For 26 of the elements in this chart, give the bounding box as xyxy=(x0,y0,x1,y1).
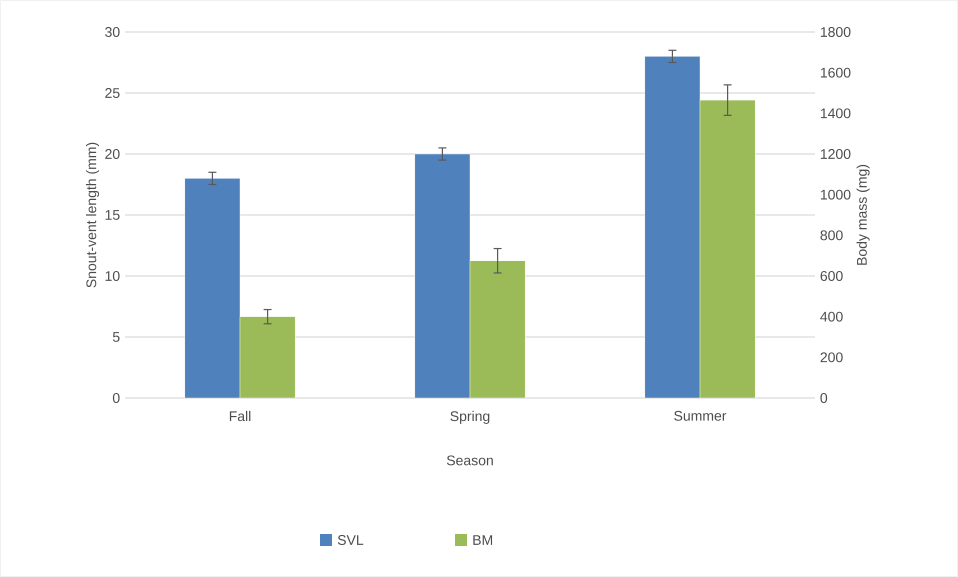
x-tick-label: Summer xyxy=(674,410,726,421)
y2-tick-label: 1800 xyxy=(820,27,850,37)
y2-tick-label: 800 xyxy=(820,230,843,240)
y-tick-label: 25 xyxy=(105,88,120,98)
y-tick-label: 15 xyxy=(106,210,120,220)
y-tick-label: 5 xyxy=(112,332,120,342)
y-axis-title: Snout-vent length (mm) xyxy=(86,142,100,288)
y-tick-label: 30 xyxy=(105,27,120,37)
y2-tick-label: 200 xyxy=(820,352,843,362)
bar xyxy=(184,178,240,398)
x-tick-label: Spring xyxy=(450,410,490,424)
y-tick-label: 20 xyxy=(105,149,120,159)
legend-label: SVL xyxy=(338,535,364,545)
y-tick-label: 0 xyxy=(112,393,120,403)
legend-label: BM xyxy=(473,535,492,545)
y2-tick-label: 400 xyxy=(820,312,843,322)
y2-tick-label: 1400 xyxy=(820,108,850,118)
y-tick-label: 10 xyxy=(106,271,120,281)
y2-tick-label: 1200 xyxy=(820,149,850,159)
y2-tick-label: 1000 xyxy=(820,190,850,200)
y2-axis-title: Body mass (mg) xyxy=(856,164,870,265)
y2-tick-label: 1600 xyxy=(820,68,850,78)
x-axis-title: Season xyxy=(446,455,493,466)
x-tick-label: Fall xyxy=(230,410,250,422)
y2-tick-label: 0 xyxy=(820,393,828,403)
y2-tick-label: 600 xyxy=(820,271,843,281)
